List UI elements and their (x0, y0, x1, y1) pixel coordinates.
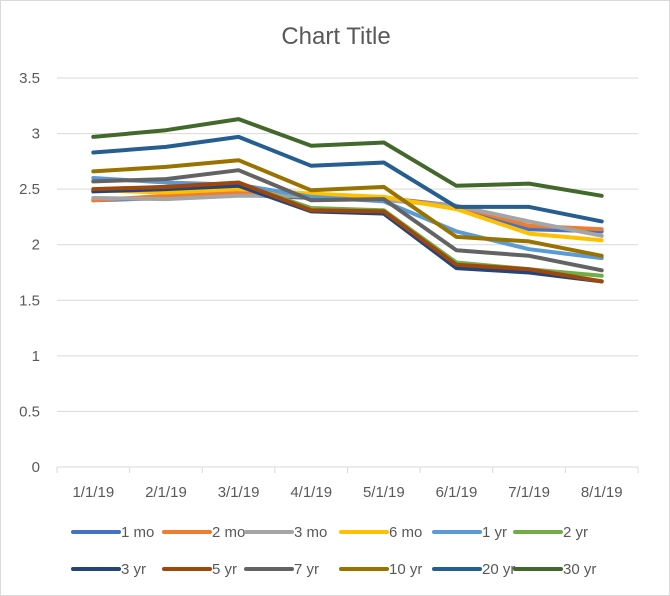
series-line-7-yr (91, 168, 604, 273)
legend-item: 6 mo (339, 524, 422, 541)
legend-label: 6 mo (389, 524, 422, 541)
legend-item: 2 yr (513, 524, 588, 541)
legend-label: 3 mo (294, 524, 327, 541)
x-tick-label: 3/1/19 (218, 484, 260, 501)
legend-item: 10 yr (339, 561, 422, 578)
y-tick-label: 2 (32, 237, 40, 254)
x-tick-label: 8/1/19 (581, 484, 623, 501)
x-tick-label: 5/1/19 (363, 484, 405, 501)
series-lines (91, 117, 604, 284)
legend-label: 7 yr (294, 561, 319, 578)
y-tick-label: 0 (32, 459, 40, 476)
y-tick-label: 3 (32, 126, 40, 143)
series-line-10-yr (91, 158, 604, 258)
y-tick-label: 1 (32, 348, 40, 365)
legend: 1 mo 2 mo 3 mo 6 mo 1 yr 2 yr 3 yr 5 yr 7 yr 10 y… (71, 524, 596, 578)
legend-label: 2 yr (563, 524, 588, 541)
series-line-20-yr (91, 134, 604, 224)
legend-label: 20 yr (482, 561, 515, 578)
legend-item: 7 yr (244, 561, 319, 578)
legend-label: 1 yr (482, 524, 507, 541)
x-tick-label: 7/1/19 (508, 484, 550, 501)
legend-item: 3 yr (71, 561, 146, 578)
x-tick-label: 4/1/19 (290, 484, 332, 501)
x-axis-ticks: 1/1/19 2/1/19 3/1/19 4/1/19 5/1/19 6/1/19 7/1/… (56, 467, 639, 501)
legend-label: 2 mo (212, 524, 245, 541)
series-line-5-yr (91, 180, 604, 284)
legend-label: 3 yr (121, 561, 146, 578)
legend-label: 1 mo (121, 524, 154, 541)
legend-item: 2 mo (162, 524, 245, 541)
y-tick-label: 2.5 (19, 181, 40, 198)
x-tick-label: 2/1/19 (145, 484, 187, 501)
y-axis-ticks: 0 0.5 1 1.5 2 2.5 3 3.5 (19, 70, 40, 476)
legend-item: 20 yr (432, 561, 515, 578)
series-line-6-mo (91, 187, 604, 243)
y-tick-label: 0.5 (19, 403, 40, 420)
legend-item: 1 mo (71, 524, 154, 541)
x-tick-label: 1/1/19 (72, 484, 114, 501)
legend-item: 30 yr (513, 561, 596, 578)
series-line-30-yr (91, 117, 604, 198)
legend-label: 30 yr (563, 561, 596, 578)
y-tick-label: 1.5 (19, 292, 40, 309)
x-tick-label: 6/1/19 (436, 484, 478, 501)
legend-label: 5 yr (212, 561, 237, 578)
legend-label: 10 yr (389, 561, 422, 578)
chart-title: Chart Title (281, 23, 390, 50)
y-tick-label: 3.5 (19, 70, 40, 87)
legend-item: 5 yr (162, 561, 237, 578)
legend-item: 3 mo (244, 524, 327, 541)
legend-item: 1 yr (432, 524, 507, 541)
